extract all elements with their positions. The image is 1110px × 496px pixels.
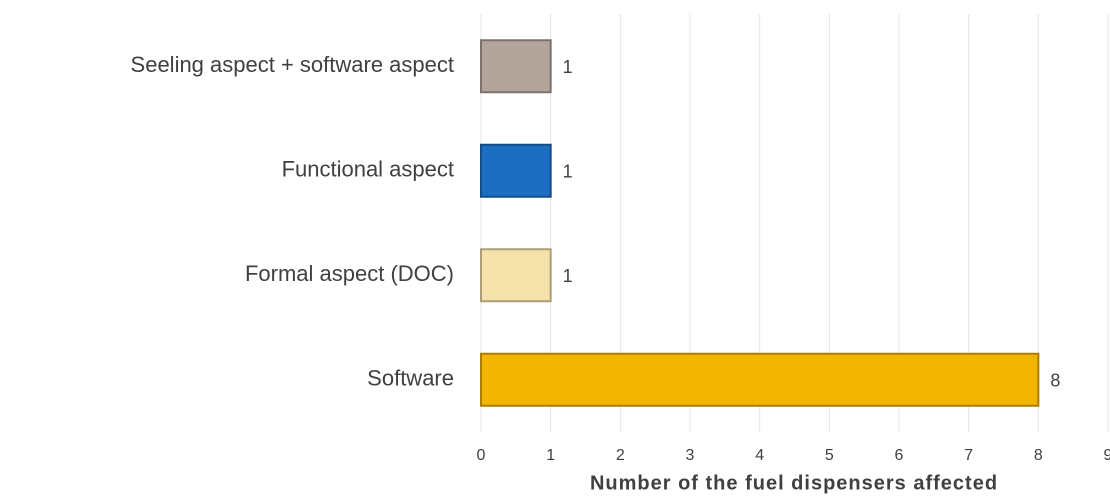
x-tick-label: 0	[477, 447, 486, 464]
x-axis-title: Number of the fuel dispensers affected	[590, 472, 998, 494]
data-label: 8	[1050, 371, 1060, 391]
data-label: 1	[563, 57, 573, 77]
y-tick-label: Formal aspect (DOC)	[245, 261, 454, 286]
x-tick-label: 8	[1034, 447, 1043, 464]
x-tick-label: 6	[895, 447, 904, 464]
bar	[480, 248, 552, 303]
data-label: 1	[563, 162, 573, 182]
bar	[480, 39, 552, 94]
y-tick-label: Software	[367, 366, 454, 391]
x-tick-label: 7	[964, 447, 973, 464]
x-tick-label: 2	[616, 447, 625, 464]
x-tick-label: 1	[546, 447, 555, 464]
bar	[480, 352, 1040, 407]
data-label: 1	[563, 266, 573, 286]
x-tick-label: 5	[825, 447, 834, 464]
x-tick-label: 3	[686, 447, 695, 464]
x-tick-label: 9	[1104, 447, 1110, 464]
y-tick-label: Functional aspect	[282, 157, 454, 182]
bar	[480, 143, 552, 198]
x-tick-label: 4	[755, 447, 764, 464]
y-tick-label: Seeling aspect + software aspect	[131, 52, 454, 77]
